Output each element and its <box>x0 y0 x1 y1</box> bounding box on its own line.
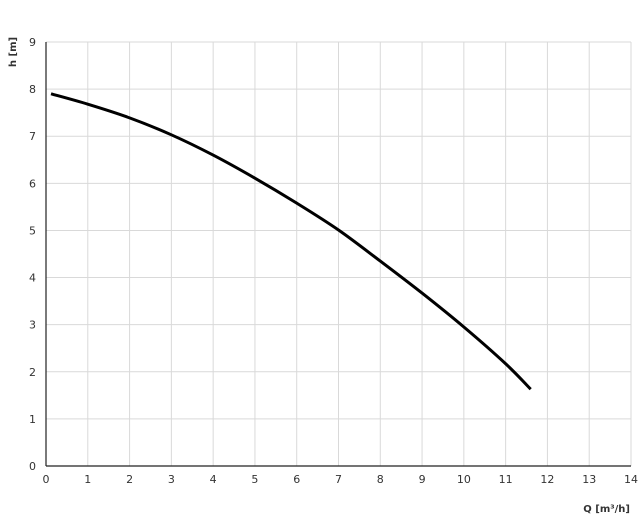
x-tick-label: 4 <box>210 473 217 486</box>
x-tick-label: 0 <box>43 473 50 486</box>
x-tick-label: 11 <box>499 473 513 486</box>
x-tick-label: 1 <box>84 473 91 486</box>
x-tick-label: 8 <box>377 473 384 486</box>
series <box>50 92 532 391</box>
x-tick-label: 14 <box>624 473 638 486</box>
x-tick-label: 12 <box>540 473 554 486</box>
x-tick-label: 2 <box>126 473 133 486</box>
y-tick-label: 8 <box>29 83 36 96</box>
grid <box>45 41 632 467</box>
y-tick-label: 7 <box>29 130 36 143</box>
y-tick-label: 6 <box>29 177 36 190</box>
y-tick-label: 3 <box>29 319 36 332</box>
y-tick-label: 0 <box>29 460 36 473</box>
y-tick-label: 5 <box>29 224 36 237</box>
y-tick-label: 2 <box>29 366 36 379</box>
x-axis-label: Q [m³/h] <box>583 504 630 515</box>
y-tick-label: 4 <box>29 272 36 285</box>
x-tick-label: 13 <box>582 473 596 486</box>
x-tick-label: 10 <box>457 473 471 486</box>
x-tick-label: 5 <box>251 473 258 486</box>
y-tick-label: 1 <box>29 413 36 426</box>
y-tick-label: 9 <box>29 36 36 49</box>
axes <box>45 42 631 467</box>
x-tick-label: 7 <box>335 473 342 486</box>
x-tick-label: 9 <box>419 473 426 486</box>
x-tick-label: 3 <box>168 473 175 486</box>
y-axis-label: h [m] <box>8 37 19 67</box>
x-tick-label: 6 <box>293 473 300 486</box>
pump-curve-line <box>50 92 532 391</box>
